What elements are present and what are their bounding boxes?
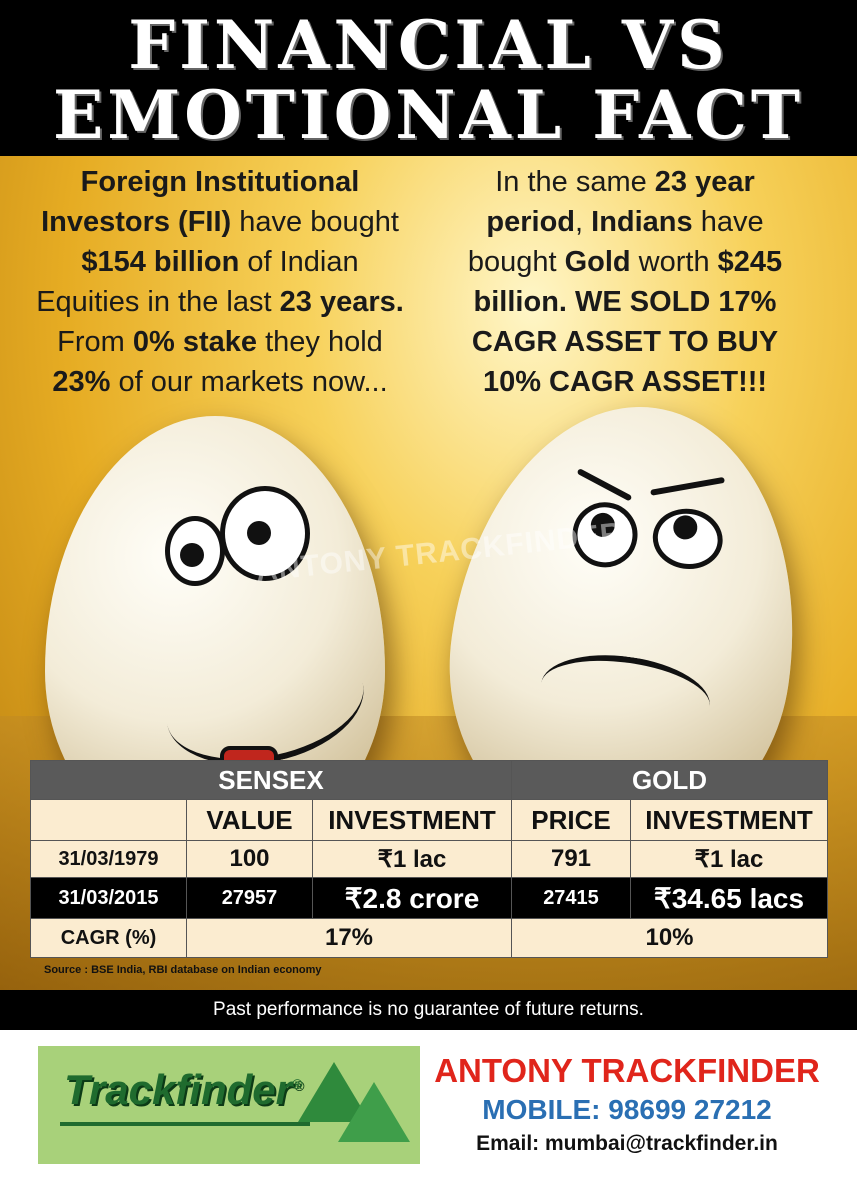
contact-email: Email: mumbai@trackfinder.in: [476, 1132, 778, 1155]
trackfinder-logo: Trackfinder®: [38, 1046, 420, 1164]
left-eye: [165, 516, 225, 586]
title-line-1: FINANCIAL VS: [128, 6, 729, 84]
header-banner: FINANCIAL VS EMOTIONAL FACT: [0, 0, 857, 156]
mountain-icon: [338, 1082, 410, 1142]
disclaimer-bar: Past performance is no guarantee of futu…: [0, 990, 857, 1030]
row-date: 31/03/1979: [30, 840, 187, 878]
col-investment-gold: INVESTMENT: [630, 799, 828, 841]
col-empty: [30, 799, 187, 841]
group-sensex: SENSEX: [30, 760, 512, 800]
row-value: 100: [186, 840, 313, 878]
group-gold: GOLD: [511, 760, 828, 800]
row-sensex-investment: ₹2.8 crore: [312, 877, 512, 919]
cagr-sensex: 17%: [186, 918, 512, 958]
comparison-table: SENSEX GOLD VALUE INVESTMENT PRICE INVES…: [30, 760, 828, 958]
source-note: Source : BSE India, RBI database on Indi…: [44, 964, 322, 976]
row-date: 31/03/2015: [30, 877, 187, 919]
row-gold-investment: ₹1 lac: [630, 840, 828, 878]
table-column-header: VALUE INVESTMENT PRICE INVESTMENT: [30, 799, 828, 841]
cagr-gold: 10%: [511, 918, 828, 958]
logo-wordmark: Trackfinder®: [64, 1066, 303, 1113]
col-investment: INVESTMENT: [312, 799, 512, 841]
col-price: PRICE: [511, 799, 631, 841]
col-value: VALUE: [186, 799, 313, 841]
row-price: 791: [511, 840, 631, 878]
table-row-cagr: CAGR (%) 17% 10%: [30, 918, 828, 958]
right-eye: [220, 486, 310, 581]
right-brow: [650, 476, 725, 496]
cagr-label: CAGR (%): [30, 918, 187, 958]
row-value: 27957: [186, 877, 313, 919]
gold-paragraph: In the same 23 year period, Indians have…: [467, 166, 783, 398]
table-row: 31/03/2015 27957 ₹2.8 crore 27415 ₹34.65…: [30, 877, 828, 919]
row-gold-investment: ₹34.65 lacs: [630, 877, 828, 919]
frown-mouth: [535, 645, 715, 745]
fii-paragraph: Foreign Institutional Investors (FII) ha…: [36, 166, 404, 398]
contact-name: ANTONY TRACKFINDER: [434, 1052, 820, 1089]
row-price: 27415: [511, 877, 631, 919]
table-row: 31/03/1979 100 ₹1 lac 791 ₹1 lac: [30, 840, 828, 878]
table-group-header: SENSEX GOLD: [30, 760, 828, 800]
right-eye: [648, 504, 727, 574]
row-sensex-investment: ₹1 lac: [312, 840, 512, 878]
left-brow: [576, 468, 633, 502]
contact-mobile: MOBILE: 98699 27212: [482, 1094, 772, 1125]
logo-underline: [60, 1122, 310, 1126]
title-line-2: EMOTIONAL FACT: [52, 76, 805, 154]
